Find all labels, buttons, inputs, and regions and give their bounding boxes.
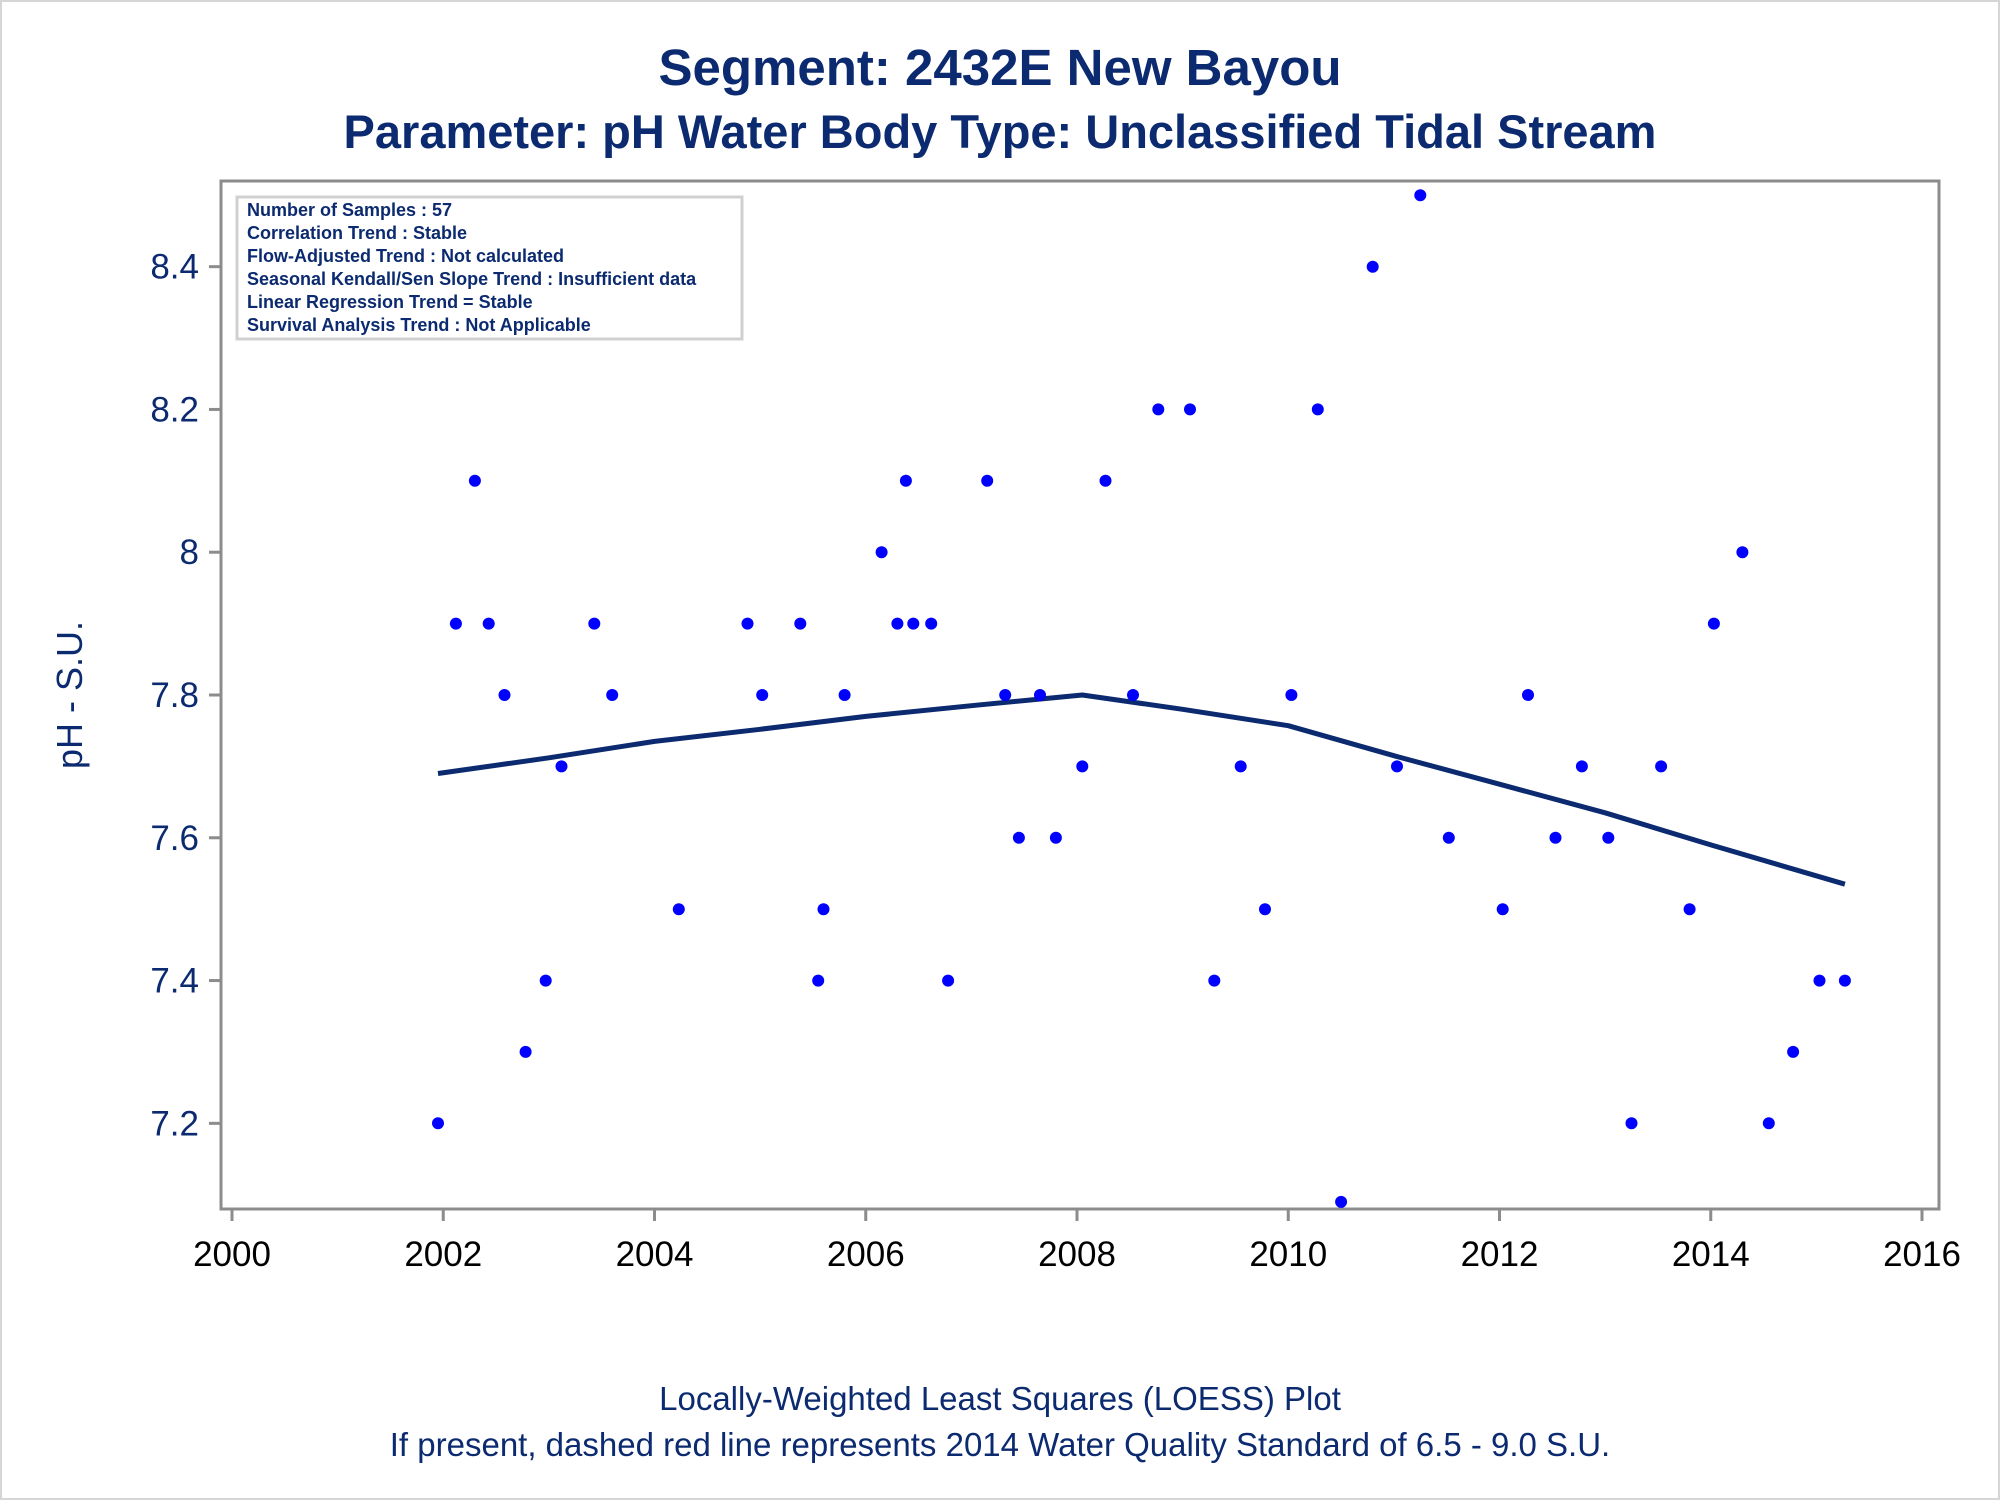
data-point (1787, 1045, 1800, 1058)
data-point (588, 617, 601, 630)
y-tick-label: 8 (180, 533, 199, 572)
data-point (672, 903, 685, 916)
data-point (1152, 403, 1165, 416)
data-point (498, 689, 511, 701)
data-point (1762, 1117, 1775, 1130)
data-point (468, 474, 481, 487)
data-point (432, 1117, 444, 1130)
x-tick-label: 2000 (193, 1235, 271, 1274)
x-tick-label: 2012 (1461, 1235, 1539, 1274)
y-tick-label: 8.2 (150, 390, 199, 429)
data-point (1683, 903, 1696, 916)
data-point (1707, 617, 1720, 630)
y-tick-label: 8.4 (150, 248, 199, 287)
trend-info-line: Survival Analysis Trend : Not Applicable (247, 315, 591, 335)
y-tick-label: 7.6 (150, 819, 199, 858)
data-point (1184, 403, 1196, 416)
x-tick-label: 2002 (404, 1235, 482, 1274)
trend-info-line: Number of Samples : 57 (247, 200, 452, 220)
loess-layer (437, 692, 1846, 887)
data-point (999, 689, 1012, 701)
data-point (1496, 903, 1509, 916)
loess-line (437, 692, 1846, 887)
trend-info-line: Flow-Adjusted Trend : Not calculated (247, 246, 564, 266)
data-point (741, 617, 754, 630)
data-point (1012, 831, 1025, 844)
trend-info-border (235, 195, 744, 341)
trend-info-line: Linear Regression Trend = Stable (247, 292, 533, 312)
points-layer (432, 189, 1851, 1208)
data-point (899, 474, 912, 487)
data-point (1391, 760, 1403, 773)
data-point (838, 689, 851, 701)
trend-info-line: Correlation Trend : Stable (247, 223, 467, 243)
data-point (794, 617, 807, 630)
data-point (1414, 189, 1427, 202)
y-tick-label: 7.4 (150, 962, 199, 1001)
data-point (1076, 760, 1089, 773)
data-point (1049, 831, 1062, 844)
data-point (1285, 689, 1298, 701)
x-tick-label: 2010 (1249, 1235, 1327, 1274)
data-point (925, 617, 938, 630)
trend-info-box: Number of Samples : 57 Correlation Trend… (235, 195, 744, 341)
data-point (1034, 689, 1046, 701)
trend-info-line: Seasonal Kendall/Sen Slope Trend : Insuf… (247, 269, 697, 289)
data-point (1655, 760, 1668, 773)
data-point (1127, 689, 1139, 701)
data-point (1602, 831, 1615, 844)
data-point (1522, 689, 1534, 701)
data-point (812, 974, 825, 987)
data-point (981, 474, 994, 487)
data-point (1366, 260, 1379, 273)
data-point (1575, 760, 1588, 773)
data-point (1736, 546, 1749, 559)
chart-subtitle: Parameter: pH Water Body Type: Unclassif… (343, 105, 1657, 158)
x-tick-label: 2006 (827, 1235, 905, 1274)
data-point (875, 546, 888, 559)
x-tick-label: 2008 (1038, 1235, 1116, 1274)
y-tick-label: 7.2 (150, 1104, 199, 1143)
data-point (1335, 1195, 1348, 1208)
data-point (482, 617, 495, 630)
y-tick-label: 7.8 (150, 676, 199, 715)
x-tick-label: 2004 (616, 1235, 694, 1274)
data-point (756, 689, 769, 701)
data-point (1838, 974, 1851, 987)
data-point (1259, 903, 1271, 916)
data-point (1442, 831, 1455, 844)
data-point (1813, 974, 1826, 987)
data-point (1625, 1117, 1638, 1130)
data-point (942, 974, 955, 987)
y-axis: 7.2 7.4 7.6 7.8 8 8.2 8.4 (150, 248, 221, 1143)
footnote-standard: If present, dashed red line represents 2… (389, 1426, 1611, 1463)
x-axis: 2000 2002 2004 2006 2008 2010 2012 2014 2016 (193, 1209, 1961, 1274)
y-axis-label: pH - S.U. (49, 621, 90, 769)
data-point (1208, 974, 1221, 987)
data-point (1234, 760, 1247, 773)
data-point (907, 617, 920, 630)
data-point (606, 689, 619, 701)
x-tick-label: 2014 (1672, 1235, 1750, 1274)
data-point (539, 974, 552, 987)
data-point (891, 617, 904, 630)
chart-title: Segment: 2432E New Bayou (658, 39, 1342, 96)
data-point (1099, 474, 1112, 487)
footnote-method: Locally-Weighted Least Squares (LOESS) P… (659, 1380, 1341, 1417)
data-point (1549, 831, 1562, 844)
data-point (1311, 403, 1324, 416)
x-tick-label: 2016 (1883, 1235, 1961, 1274)
data-point (817, 903, 830, 916)
data-point (555, 760, 568, 773)
data-point (519, 1045, 532, 1058)
data-point (449, 617, 462, 630)
